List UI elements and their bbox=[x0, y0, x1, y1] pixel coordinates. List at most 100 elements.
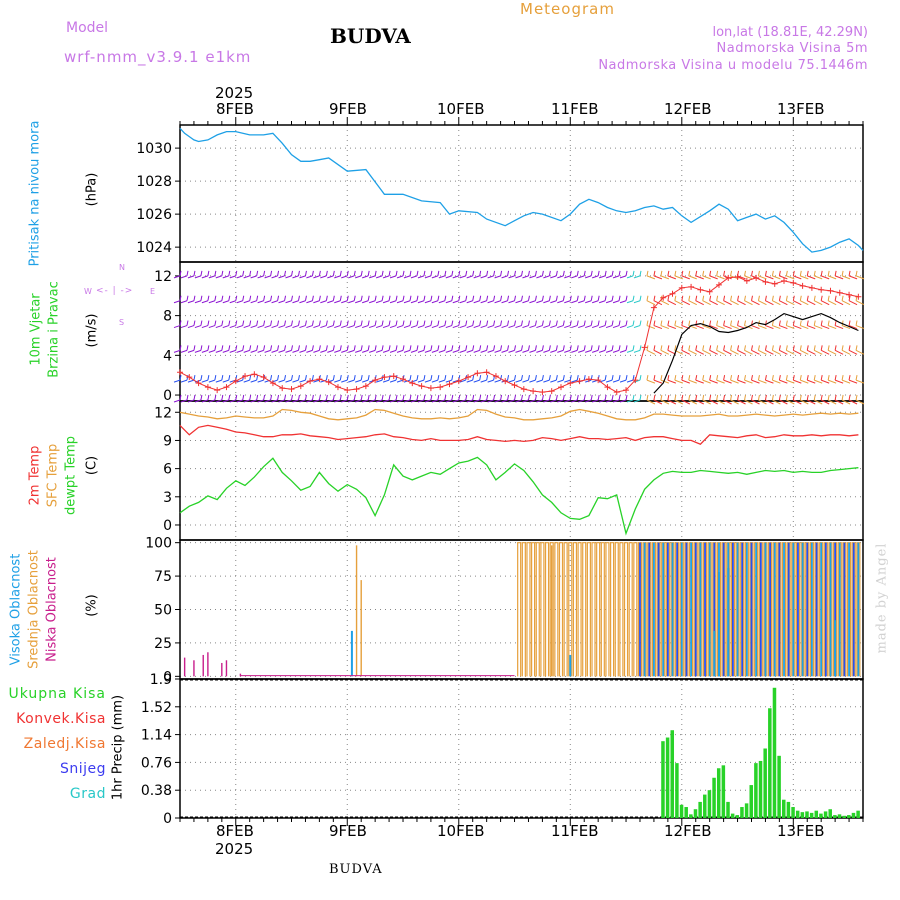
wind-barb-flag bbox=[618, 270, 621, 276]
cloud-mid-bar bbox=[730, 542, 736, 677]
wind-barb bbox=[564, 349, 571, 353]
wind-barb bbox=[564, 325, 571, 329]
precip-bar bbox=[712, 777, 716, 818]
wind-barb bbox=[501, 399, 508, 403]
wind-barb-flag bbox=[660, 270, 663, 276]
wind-barb bbox=[674, 325, 684, 330]
wind-barb-flag bbox=[179, 375, 182, 381]
wind-barb-flag bbox=[318, 270, 321, 276]
wind-barb-flag bbox=[235, 295, 238, 301]
wind-barb-flag bbox=[709, 320, 712, 326]
wind-speed-marker bbox=[548, 388, 555, 395]
wind-barb-flag bbox=[277, 394, 280, 401]
cloud-low-bar bbox=[183, 657, 186, 677]
wind-barb bbox=[292, 399, 299, 403]
cloud-ytick-label: 25 bbox=[154, 636, 172, 652]
temp-line-1 bbox=[179, 408, 859, 421]
wind-barb bbox=[619, 300, 627, 304]
wind-barb bbox=[368, 325, 376, 329]
wind-speed-marker bbox=[604, 384, 611, 391]
wind-barb-flag bbox=[569, 375, 572, 381]
wind-barb bbox=[389, 379, 397, 383]
wind-speed-marker bbox=[511, 382, 518, 389]
wind-barb bbox=[368, 300, 376, 304]
wind-barb bbox=[633, 275, 641, 279]
wind-barb-flag bbox=[695, 394, 698, 401]
wind-barb-flag bbox=[813, 320, 816, 326]
wind-barb-flag bbox=[325, 295, 328, 301]
temperature-ytick-label: 6 bbox=[163, 462, 172, 478]
wind-barb-flag bbox=[771, 320, 774, 326]
wind-barb bbox=[848, 399, 858, 405]
wind-barb-flag bbox=[541, 320, 544, 326]
wind-barb bbox=[417, 399, 425, 403]
wind-barb-flag bbox=[813, 270, 816, 276]
wind-barb bbox=[187, 379, 195, 383]
wind-barb bbox=[744, 349, 753, 355]
wind-barb bbox=[578, 300, 585, 304]
wind-barb bbox=[452, 349, 459, 353]
wind-barb-flag bbox=[409, 295, 412, 301]
wind-barb bbox=[667, 275, 677, 280]
cloud-mid-bar bbox=[582, 542, 587, 677]
wind-barb-flag bbox=[451, 270, 454, 276]
wind-barb-flag bbox=[723, 295, 726, 301]
wind-barb-flag bbox=[430, 345, 433, 351]
bottom-day-9feb: 9FEB bbox=[329, 822, 367, 840]
wind-barb bbox=[702, 275, 711, 280]
cloud-high-bar bbox=[722, 542, 725, 677]
wind-barb-flag bbox=[423, 394, 426, 401]
wind-barb bbox=[271, 300, 278, 304]
wind-barb bbox=[779, 300, 788, 306]
cloud-high-bar bbox=[699, 542, 702, 677]
wind-barb bbox=[598, 300, 606, 304]
wind-barb bbox=[362, 300, 369, 304]
wind-barb bbox=[494, 379, 501, 383]
wind-barb bbox=[793, 300, 802, 306]
wind-barb bbox=[271, 399, 278, 403]
wind-barb bbox=[834, 349, 844, 355]
wind-barb-flag bbox=[423, 345, 426, 351]
wind-speed-marker bbox=[781, 277, 788, 284]
wind-barb-flag bbox=[437, 375, 440, 381]
wind-barb bbox=[571, 300, 578, 304]
wind-barb-flag bbox=[284, 394, 287, 401]
precip-bar bbox=[707, 790, 712, 818]
wind-barb bbox=[585, 399, 592, 403]
wind-barb bbox=[417, 379, 425, 383]
cloud-mid-bar bbox=[754, 542, 759, 677]
wind-barb-flag bbox=[284, 270, 287, 276]
cloud-mid-bar bbox=[721, 542, 726, 677]
wind-barb-flag bbox=[500, 295, 503, 301]
wind-barb-flag bbox=[437, 345, 440, 351]
wind-barb bbox=[716, 275, 725, 280]
wind-barb bbox=[557, 379, 564, 383]
wind-barb bbox=[543, 300, 550, 304]
wind-barb bbox=[571, 399, 578, 403]
wind-barb bbox=[571, 349, 578, 353]
wind-barb bbox=[834, 399, 844, 405]
cloud-mid-bar bbox=[549, 542, 554, 677]
wind-barb bbox=[215, 399, 222, 403]
wind-barb bbox=[515, 349, 522, 353]
cloud-mid-bar bbox=[619, 542, 624, 677]
wind-barb-flag bbox=[820, 375, 823, 381]
wind-barb bbox=[660, 275, 670, 280]
cloud-high-bar bbox=[834, 542, 837, 677]
wind-barb bbox=[250, 349, 257, 353]
wind-barb bbox=[807, 325, 816, 330]
wind-barb-flag bbox=[548, 320, 551, 326]
wind-barb bbox=[619, 379, 627, 383]
wind-barb-flag bbox=[402, 295, 405, 301]
wind-barb-flag bbox=[193, 295, 196, 301]
cloud-mid-bar bbox=[628, 542, 633, 677]
precip-bar bbox=[782, 799, 786, 818]
precip-bar bbox=[670, 730, 675, 818]
cloud-mid-bar bbox=[675, 542, 680, 677]
wind-speed-marker bbox=[836, 289, 843, 296]
wind-barb bbox=[667, 325, 677, 330]
wind-barb-flag bbox=[618, 394, 621, 401]
wind-barb-flag bbox=[618, 345, 621, 351]
wind-barb bbox=[355, 349, 362, 353]
wind-barb-flag bbox=[242, 394, 245, 401]
